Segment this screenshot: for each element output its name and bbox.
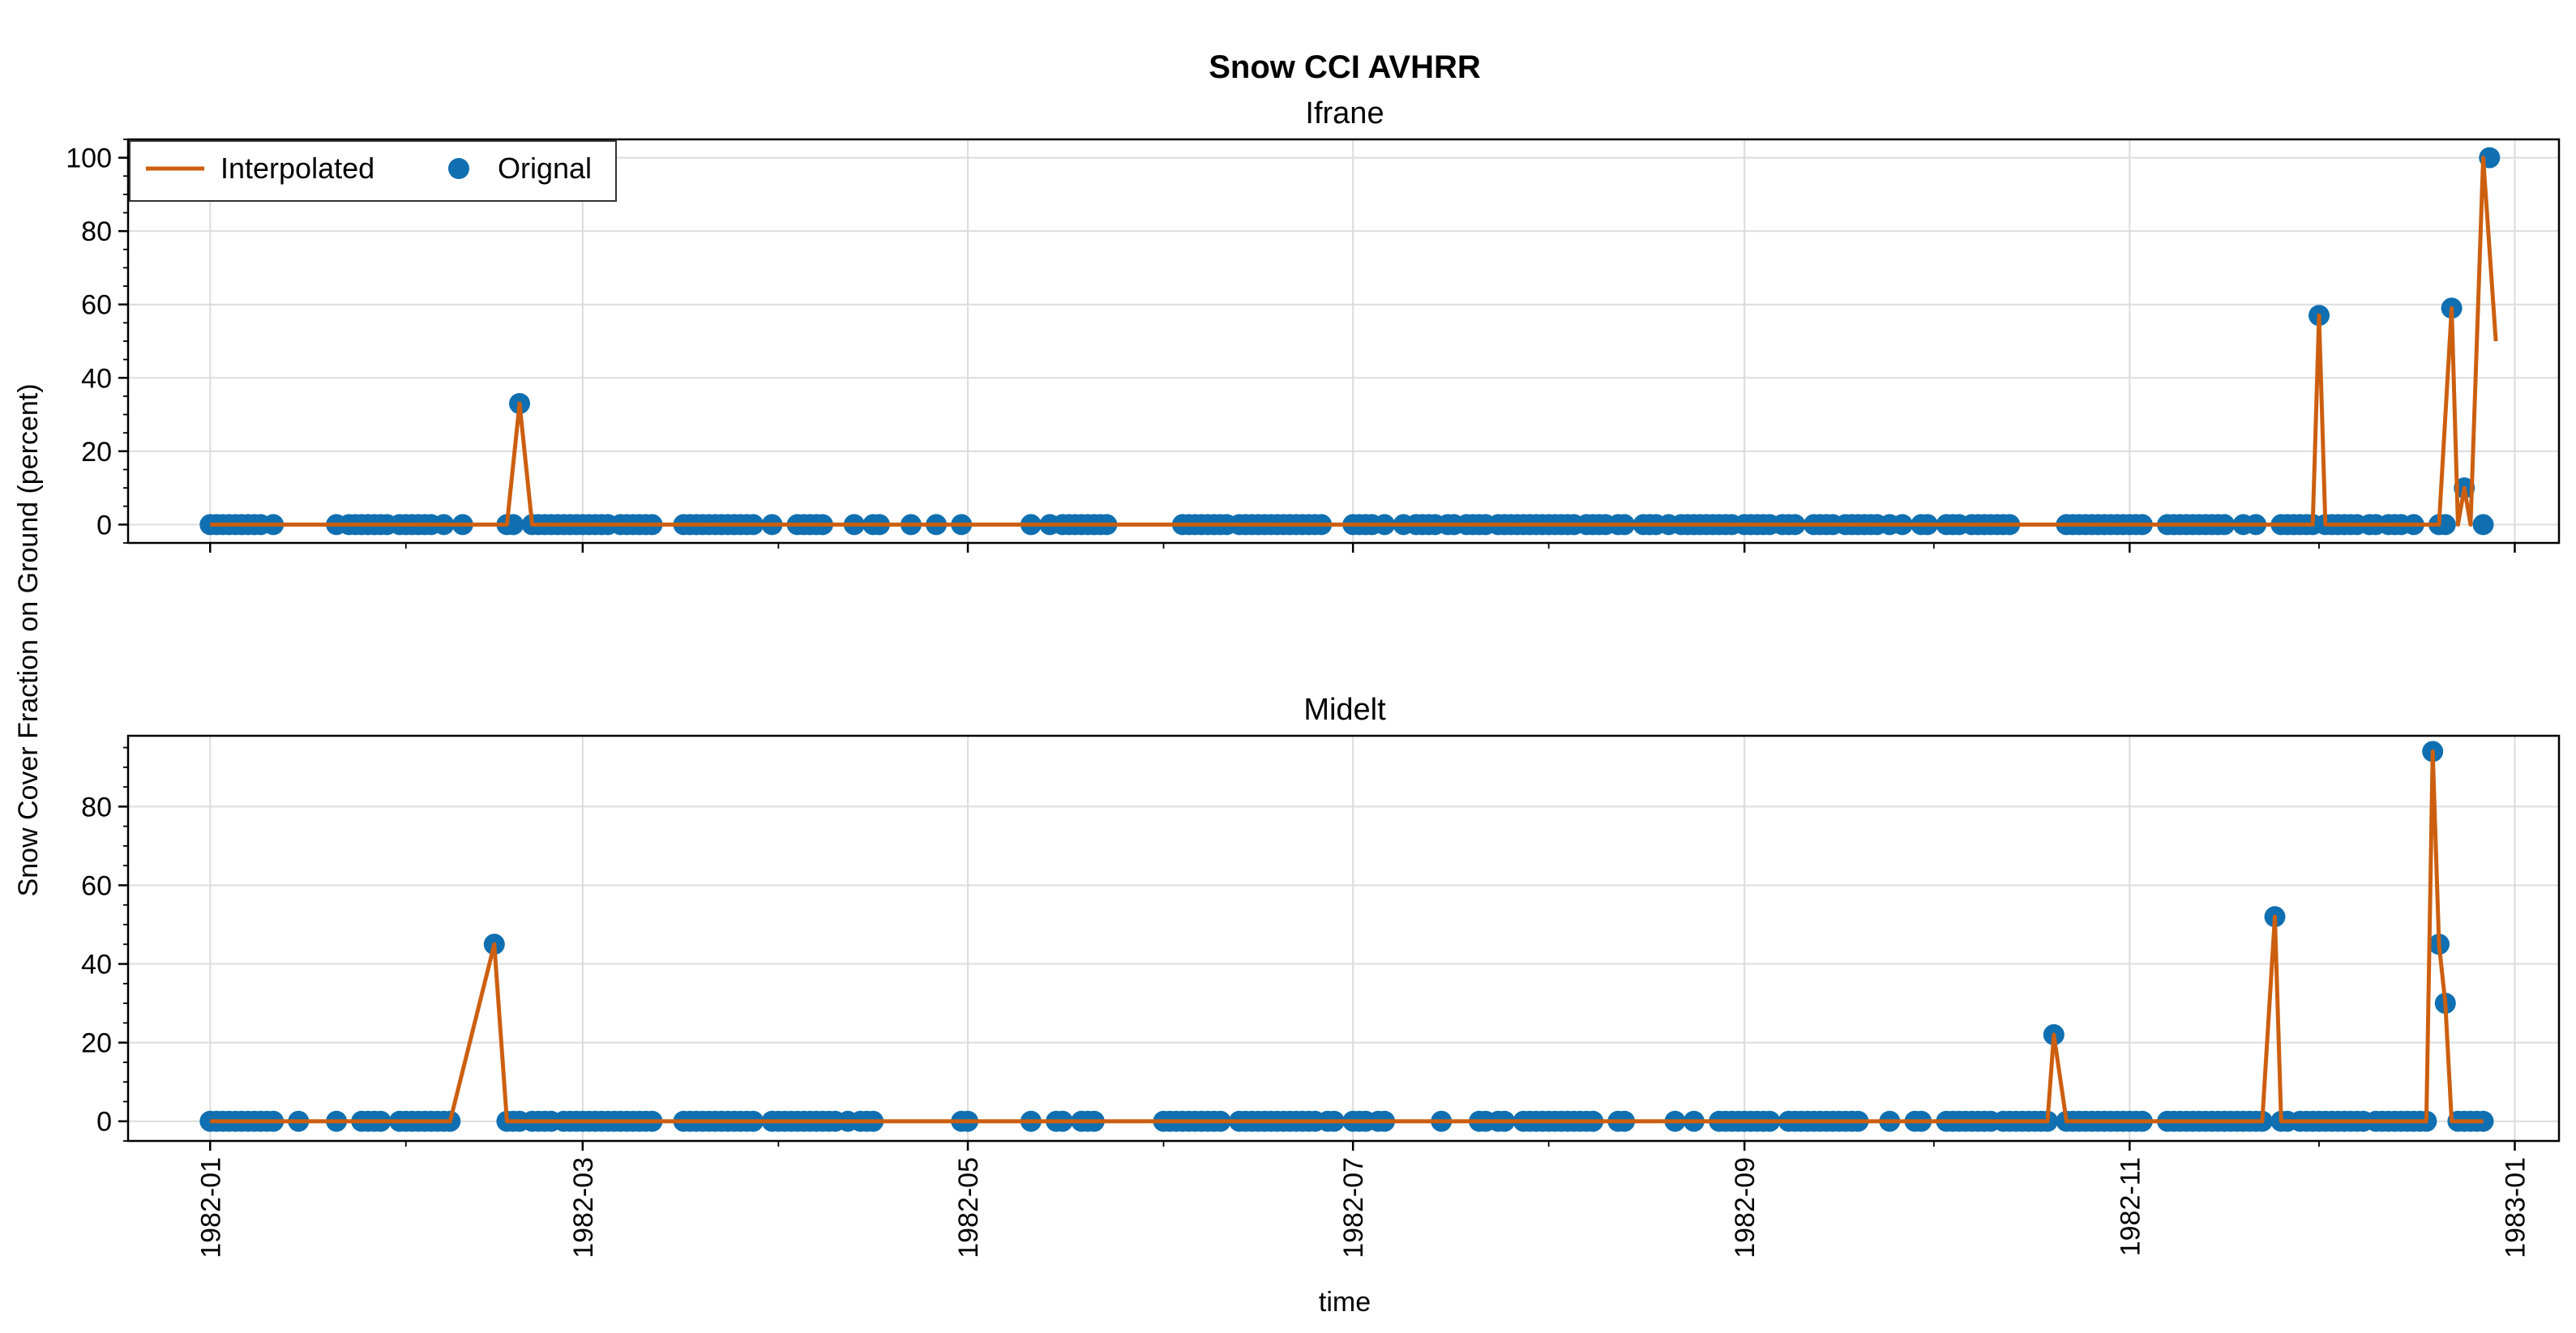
interpolated-line [210, 749, 2484, 1124]
y-tick-label: 0 [96, 510, 112, 540]
x-axis-label: time [1319, 1287, 1371, 1318]
original-series-ifrane [199, 147, 2501, 536]
legend-label-interpolated: Interpolated [220, 152, 374, 185]
x-tick-label: 1982-09 [1730, 1157, 1761, 1258]
x-tick-labels: 1982-01 1982-03 1982-05 1982-07 1982-09 1982-… [195, 1157, 2531, 1258]
y-tick-label: 100 [66, 143, 112, 174]
x-tick-label: 1982-05 [953, 1157, 984, 1258]
subplot-title-midelt: Midelt [1303, 693, 1386, 727]
y-tick-label: 0 [96, 1107, 112, 1138]
figure-suptitle: Snow CCI AVHRR [1209, 49, 1481, 85]
subplot-title-ifrane: Ifrane [1305, 96, 1384, 130]
y-tick-label: 20 [81, 437, 112, 468]
axes-ticks-midelt: 0 20 40 60 80 [81, 746, 2516, 1151]
subplot-ifrane: Ifrane 0 20 40 60 80 100 Interpolated Orignal [66, 96, 2561, 553]
x-tick-label: 1982-07 [1338, 1157, 1369, 1258]
y-tick-label: 60 [81, 870, 112, 901]
y-tick-label: 80 [81, 216, 112, 247]
y-tick-label: 60 [81, 290, 112, 321]
original-series-midelt [199, 741, 2494, 1132]
x-tick-label: 1982-03 [568, 1157, 599, 1258]
y-axis-label: Snow Cover Fraction on Ground (percent) [13, 383, 44, 896]
x-tick-label: 1983-01 [2501, 1157, 2531, 1258]
legend-marker-swatch [448, 158, 469, 179]
legend-box [129, 140, 617, 202]
interpolated-line [210, 156, 2498, 527]
grid-ifrane [128, 139, 2559, 543]
x-tick-label: 1982-11 [2115, 1157, 2146, 1256]
y-tick-label: 40 [81, 950, 112, 981]
x-tick-label: 1982-01 [195, 1157, 226, 1258]
original-point [2472, 514, 2494, 536]
axes-ticks-ifrane: 0 20 40 60 80 100 [66, 139, 2516, 553]
y-tick-label: 80 [81, 792, 112, 822]
y-tick-label: 20 [81, 1028, 112, 1059]
y-tick-label: 40 [81, 363, 112, 394]
subplot-midelt: Midelt 0 20 40 60 80 [81, 693, 2561, 1151]
legend: Interpolated Orignal [129, 140, 617, 202]
plot-frame-midelt [126, 734, 2561, 1143]
legend-label-original: Orignal [498, 152, 592, 185]
